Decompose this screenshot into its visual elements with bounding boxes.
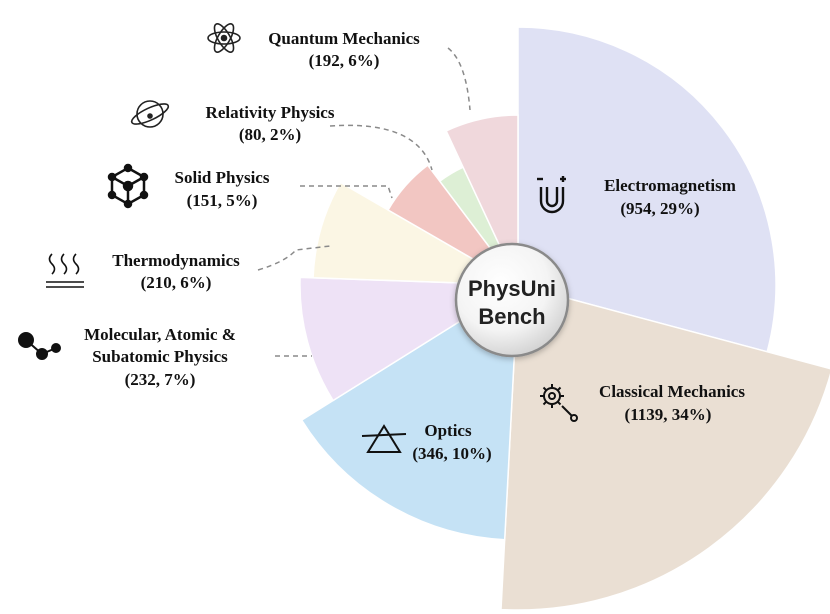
prism-icon	[361, 424, 407, 453]
slice-value-label: (232, 7%)	[125, 370, 196, 389]
label-solid-physics: Solid Physics (151, 5%)	[175, 168, 270, 210]
pie-slice-quantum-mechanics	[445, 114, 519, 286]
label-quantum-mechanics: Quantum Mechanics (192, 6%)	[268, 29, 420, 70]
pie-slice-optics	[300, 283, 519, 541]
label-thermodynamics: Thermodynamics (210, 6%)	[112, 251, 240, 292]
label-classical-mechanics: Classical Mechanics (1139, 34%)	[599, 382, 745, 424]
relativity-icon	[130, 100, 170, 128]
slice-name-label: Optics	[424, 421, 472, 440]
slice-value-label: (346, 10%)	[412, 444, 491, 463]
magnet-icon	[537, 176, 566, 214]
label-relativity-physics: Relativity Physics (80, 2%)	[206, 103, 335, 144]
slice-value-label: (192, 6%)	[309, 51, 380, 70]
leader-line	[329, 124, 433, 171]
center-label-line1: PhysUni	[468, 276, 556, 301]
slice-name-label-line2: Subatomic Physics	[92, 347, 228, 366]
slice-name-label: Solid Physics	[175, 168, 270, 187]
molecule-icon	[18, 332, 61, 360]
pie-slice-electromagnetism	[517, 26, 777, 353]
slice-name-label: Thermodynamics	[112, 251, 240, 270]
center-hub: PhysUni Bench	[454, 242, 570, 358]
pie-slice-classical-mechanics	[500, 284, 830, 611]
slice-value-label: (151, 5%)	[187, 191, 258, 210]
atom-icon	[207, 23, 241, 53]
label-optics: Optics (346, 10%)	[412, 421, 491, 463]
slice-value-label: (80, 2%)	[239, 125, 301, 144]
slice-value-label: (1139, 34%)	[625, 405, 712, 424]
label-electromagnetism: Electromagnetism (954, 29%)	[604, 176, 736, 218]
leader-lines	[257, 47, 471, 357]
slice-value-label: (954, 29%)	[620, 199, 699, 218]
slice-name-label-line1: Molecular, Atomic &	[84, 325, 236, 344]
slice-name-label: Quantum Mechanics	[268, 29, 420, 48]
slice-name-label: Relativity Physics	[206, 103, 335, 122]
gear-wrench-icon	[540, 384, 578, 422]
heat-waves-icon	[46, 253, 84, 288]
leader-line	[447, 47, 471, 111]
label-molecular-atomic-subatomic: Molecular, Atomic & Subatomic Physics (2…	[84, 325, 236, 389]
slice-name-label: Electromagnetism	[604, 176, 736, 195]
leader-line	[257, 245, 331, 271]
pie-slice-thermodynamics	[312, 181, 519, 286]
center-label-line2: Bench	[478, 304, 545, 329]
slice-value-label: (210, 6%)	[141, 273, 212, 292]
leader-line	[300, 185, 393, 199]
center-circle	[454, 242, 570, 358]
slice-name-label: Classical Mechanics	[599, 382, 745, 401]
cube-lattice-icon	[107, 163, 149, 209]
